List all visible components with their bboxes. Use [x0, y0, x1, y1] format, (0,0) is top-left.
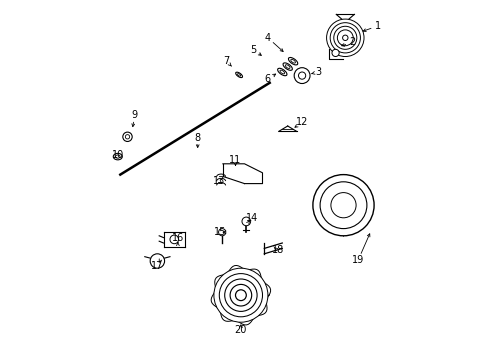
Circle shape	[235, 290, 246, 301]
Circle shape	[125, 135, 129, 139]
Text: 11: 11	[229, 155, 241, 165]
Circle shape	[320, 182, 366, 229]
Ellipse shape	[290, 59, 295, 63]
Ellipse shape	[288, 58, 297, 65]
Text: 8: 8	[194, 132, 201, 143]
Ellipse shape	[280, 70, 284, 74]
Circle shape	[331, 49, 339, 57]
Circle shape	[333, 26, 356, 49]
Ellipse shape	[342, 35, 347, 41]
Circle shape	[213, 268, 267, 322]
Circle shape	[224, 279, 257, 311]
Text: 16: 16	[171, 233, 183, 243]
Ellipse shape	[285, 65, 289, 68]
Text: 4: 4	[264, 33, 270, 43]
Circle shape	[326, 19, 363, 57]
Circle shape	[298, 72, 305, 79]
Text: 15: 15	[213, 227, 226, 237]
Text: 9: 9	[131, 110, 138, 120]
Circle shape	[242, 217, 250, 226]
Text: 7: 7	[223, 56, 229, 66]
Circle shape	[122, 132, 132, 141]
Circle shape	[329, 23, 360, 53]
Circle shape	[219, 274, 262, 317]
Text: 10: 10	[111, 150, 123, 160]
Circle shape	[312, 175, 373, 236]
Ellipse shape	[237, 73, 240, 76]
Text: 3: 3	[315, 67, 321, 77]
Circle shape	[218, 229, 225, 236]
Text: 20: 20	[234, 325, 246, 336]
Ellipse shape	[283, 63, 292, 70]
Text: 5: 5	[250, 45, 256, 55]
Ellipse shape	[113, 153, 122, 160]
Circle shape	[337, 30, 352, 46]
Circle shape	[150, 254, 164, 268]
Text: 17: 17	[151, 261, 163, 271]
Circle shape	[230, 284, 251, 306]
Text: 12: 12	[295, 117, 307, 127]
Ellipse shape	[277, 68, 286, 76]
Circle shape	[294, 68, 309, 84]
Text: 13: 13	[212, 176, 224, 186]
Ellipse shape	[115, 155, 120, 158]
Ellipse shape	[235, 72, 242, 78]
Text: 1: 1	[374, 21, 380, 31]
Text: 2: 2	[348, 37, 355, 48]
Text: 14: 14	[245, 213, 257, 223]
Circle shape	[170, 235, 178, 244]
Text: 19: 19	[351, 255, 364, 265]
Circle shape	[330, 193, 355, 218]
Text: 6: 6	[264, 74, 270, 84]
Text: 18: 18	[271, 245, 283, 255]
